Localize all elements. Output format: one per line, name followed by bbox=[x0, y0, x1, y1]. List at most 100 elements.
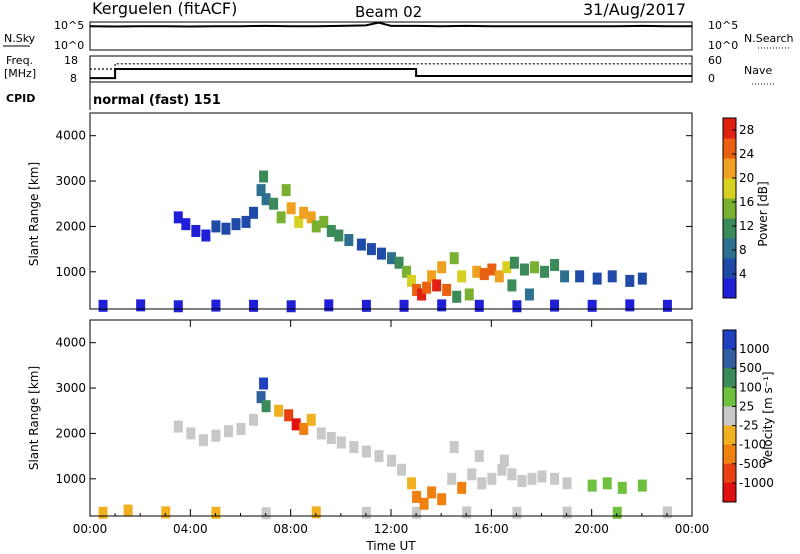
power-colorbar-segment-3 bbox=[723, 218, 736, 239]
power-cell-44 bbox=[394, 256, 404, 269]
noise-left-tick-bottom: 10^0 bbox=[54, 39, 84, 52]
velocity-colorbar-segment-5 bbox=[723, 425, 736, 446]
power-cell-12 bbox=[550, 299, 560, 312]
power-cells bbox=[98, 170, 672, 313]
x-tick-label-0: 00:00 bbox=[73, 522, 108, 536]
velocity-ytick-label-2: 3000 bbox=[55, 381, 86, 395]
power-cell-51 bbox=[432, 279, 442, 292]
power-colorbar-segment-1 bbox=[723, 258, 736, 279]
power-cell-60 bbox=[494, 270, 504, 283]
cpid-text: normal (fast) 151 bbox=[93, 93, 221, 108]
x-axis-label: Time UT bbox=[365, 539, 416, 553]
velocity-cells bbox=[98, 377, 672, 520]
velocity-cell-43 bbox=[467, 468, 477, 481]
power-cell-70 bbox=[607, 270, 617, 283]
power-cell-25 bbox=[256, 184, 266, 197]
nave-tick-top: 60 bbox=[708, 54, 722, 67]
velocity-cell-28 bbox=[316, 427, 326, 440]
power-cell-31 bbox=[286, 202, 296, 215]
x-tick-label-1: 04:00 bbox=[173, 522, 208, 536]
velocity-cell-19 bbox=[249, 413, 259, 426]
power-cell-11 bbox=[512, 300, 522, 313]
power-cell-29 bbox=[276, 211, 286, 224]
power-cell-36 bbox=[319, 215, 329, 228]
power-cell-24 bbox=[249, 206, 259, 219]
power-ytick-label-1: 2000 bbox=[55, 219, 86, 233]
velocity-cell-50 bbox=[537, 470, 547, 483]
velocity-cell-9 bbox=[512, 506, 522, 519]
velocity-colorbar-frame bbox=[722, 329, 737, 503]
velocity-cell-31 bbox=[349, 441, 359, 454]
power-colorbar-tick-label-2: 12 bbox=[739, 219, 754, 233]
velocity-cell-52 bbox=[562, 477, 572, 490]
nave-line bbox=[90, 63, 692, 70]
velocity-colorbar-segment-2 bbox=[723, 368, 736, 388]
power-cell-45 bbox=[402, 265, 412, 278]
power-cell-49 bbox=[422, 281, 432, 294]
power-cell-5 bbox=[286, 300, 296, 313]
power-cell-57 bbox=[472, 265, 482, 278]
power-cell-63 bbox=[519, 263, 529, 276]
velocity-cell-8 bbox=[462, 506, 472, 519]
velocity-cell-0 bbox=[98, 506, 108, 519]
velocity-cell-24 bbox=[284, 409, 294, 422]
power-cell-39 bbox=[344, 234, 354, 247]
noise-right-label: N.Search bbox=[744, 32, 794, 45]
velocity-cell-27 bbox=[306, 413, 316, 426]
power-ytick-label-2: 3000 bbox=[55, 174, 86, 188]
power-cell-22 bbox=[231, 218, 241, 231]
velocity-cell-49 bbox=[527, 472, 537, 485]
frequency-tick-top: 18 bbox=[64, 54, 78, 67]
power-colorbar-tick-label-6: 28 bbox=[739, 123, 754, 137]
velocity-colorbar-tick-label-1: 500 bbox=[739, 361, 762, 375]
noise-right-tick-bottom: 10^0 bbox=[708, 39, 738, 52]
velocity-cell-34 bbox=[387, 454, 396, 467]
noise-sky-line bbox=[89, 21, 692, 28]
velocity-cell-18 bbox=[236, 422, 246, 435]
velocity-colorbar-segment-8 bbox=[723, 482, 736, 503]
power-cell-34 bbox=[306, 211, 316, 224]
power-cell-9 bbox=[437, 299, 447, 312]
power-cell-52 bbox=[437, 261, 447, 274]
station-title: Kerguelen (fitACF) bbox=[92, 0, 237, 18]
x-tick-label-2: 08:00 bbox=[273, 522, 308, 536]
velocity-cell-26 bbox=[299, 422, 309, 435]
power-cell-6 bbox=[324, 299, 334, 312]
power-cell-33 bbox=[299, 206, 309, 219]
velocity-cell-22 bbox=[261, 400, 271, 413]
power-y-label: Slant Range [km] bbox=[27, 162, 41, 266]
power-colorbar-segment-6 bbox=[723, 158, 736, 179]
velocity-colorbar-segment-3 bbox=[723, 387, 736, 407]
power-panel: 1000 2000 3000 4000 Slant Range [km] 4 8 12 16… bbox=[27, 112, 770, 313]
velocity-colorbar-segment-6 bbox=[723, 444, 736, 465]
x-tick-label-4: 16:00 bbox=[474, 522, 509, 536]
x-tick-label-3: 12:00 bbox=[374, 522, 409, 536]
velocity-cell-20 bbox=[256, 391, 266, 404]
power-colorbar-label: Power [dB] bbox=[756, 181, 770, 246]
velocity-cell-3 bbox=[211, 506, 221, 519]
velocity-ytick-label-0: 1000 bbox=[55, 472, 86, 486]
power-colorbar-tick-label-1: 8 bbox=[739, 243, 747, 257]
power-colorbar: 4 8 12 16 20 24 28 bbox=[722, 117, 754, 299]
velocity-cell-46 bbox=[497, 463, 507, 476]
velocity-cell-11 bbox=[612, 506, 622, 519]
power-cell-0 bbox=[98, 299, 108, 312]
power-cell-18 bbox=[191, 224, 201, 237]
power-colorbar-segment-2 bbox=[723, 238, 736, 259]
power-cell-4 bbox=[249, 299, 259, 312]
frequency-unit: [MHz] bbox=[4, 67, 36, 80]
x-tick-label-6: 00:00 bbox=[675, 522, 710, 536]
velocity-colorbar-tick-label-4: -25 bbox=[739, 419, 759, 433]
velocity-cell-59 bbox=[499, 454, 509, 467]
power-cell-19 bbox=[201, 229, 211, 242]
nave-tick-bottom: 0 bbox=[708, 72, 715, 85]
velocity-cell-16 bbox=[211, 429, 221, 442]
power-cell-41 bbox=[366, 243, 376, 256]
power-cell-71 bbox=[625, 274, 635, 287]
velocity-cell-5 bbox=[311, 506, 321, 519]
power-cell-43 bbox=[387, 252, 396, 265]
power-cell-75 bbox=[524, 288, 534, 301]
power-cell-50 bbox=[427, 270, 437, 283]
frequency-tick-bottom: 8 bbox=[70, 72, 77, 85]
velocity-cell-42 bbox=[457, 481, 467, 494]
